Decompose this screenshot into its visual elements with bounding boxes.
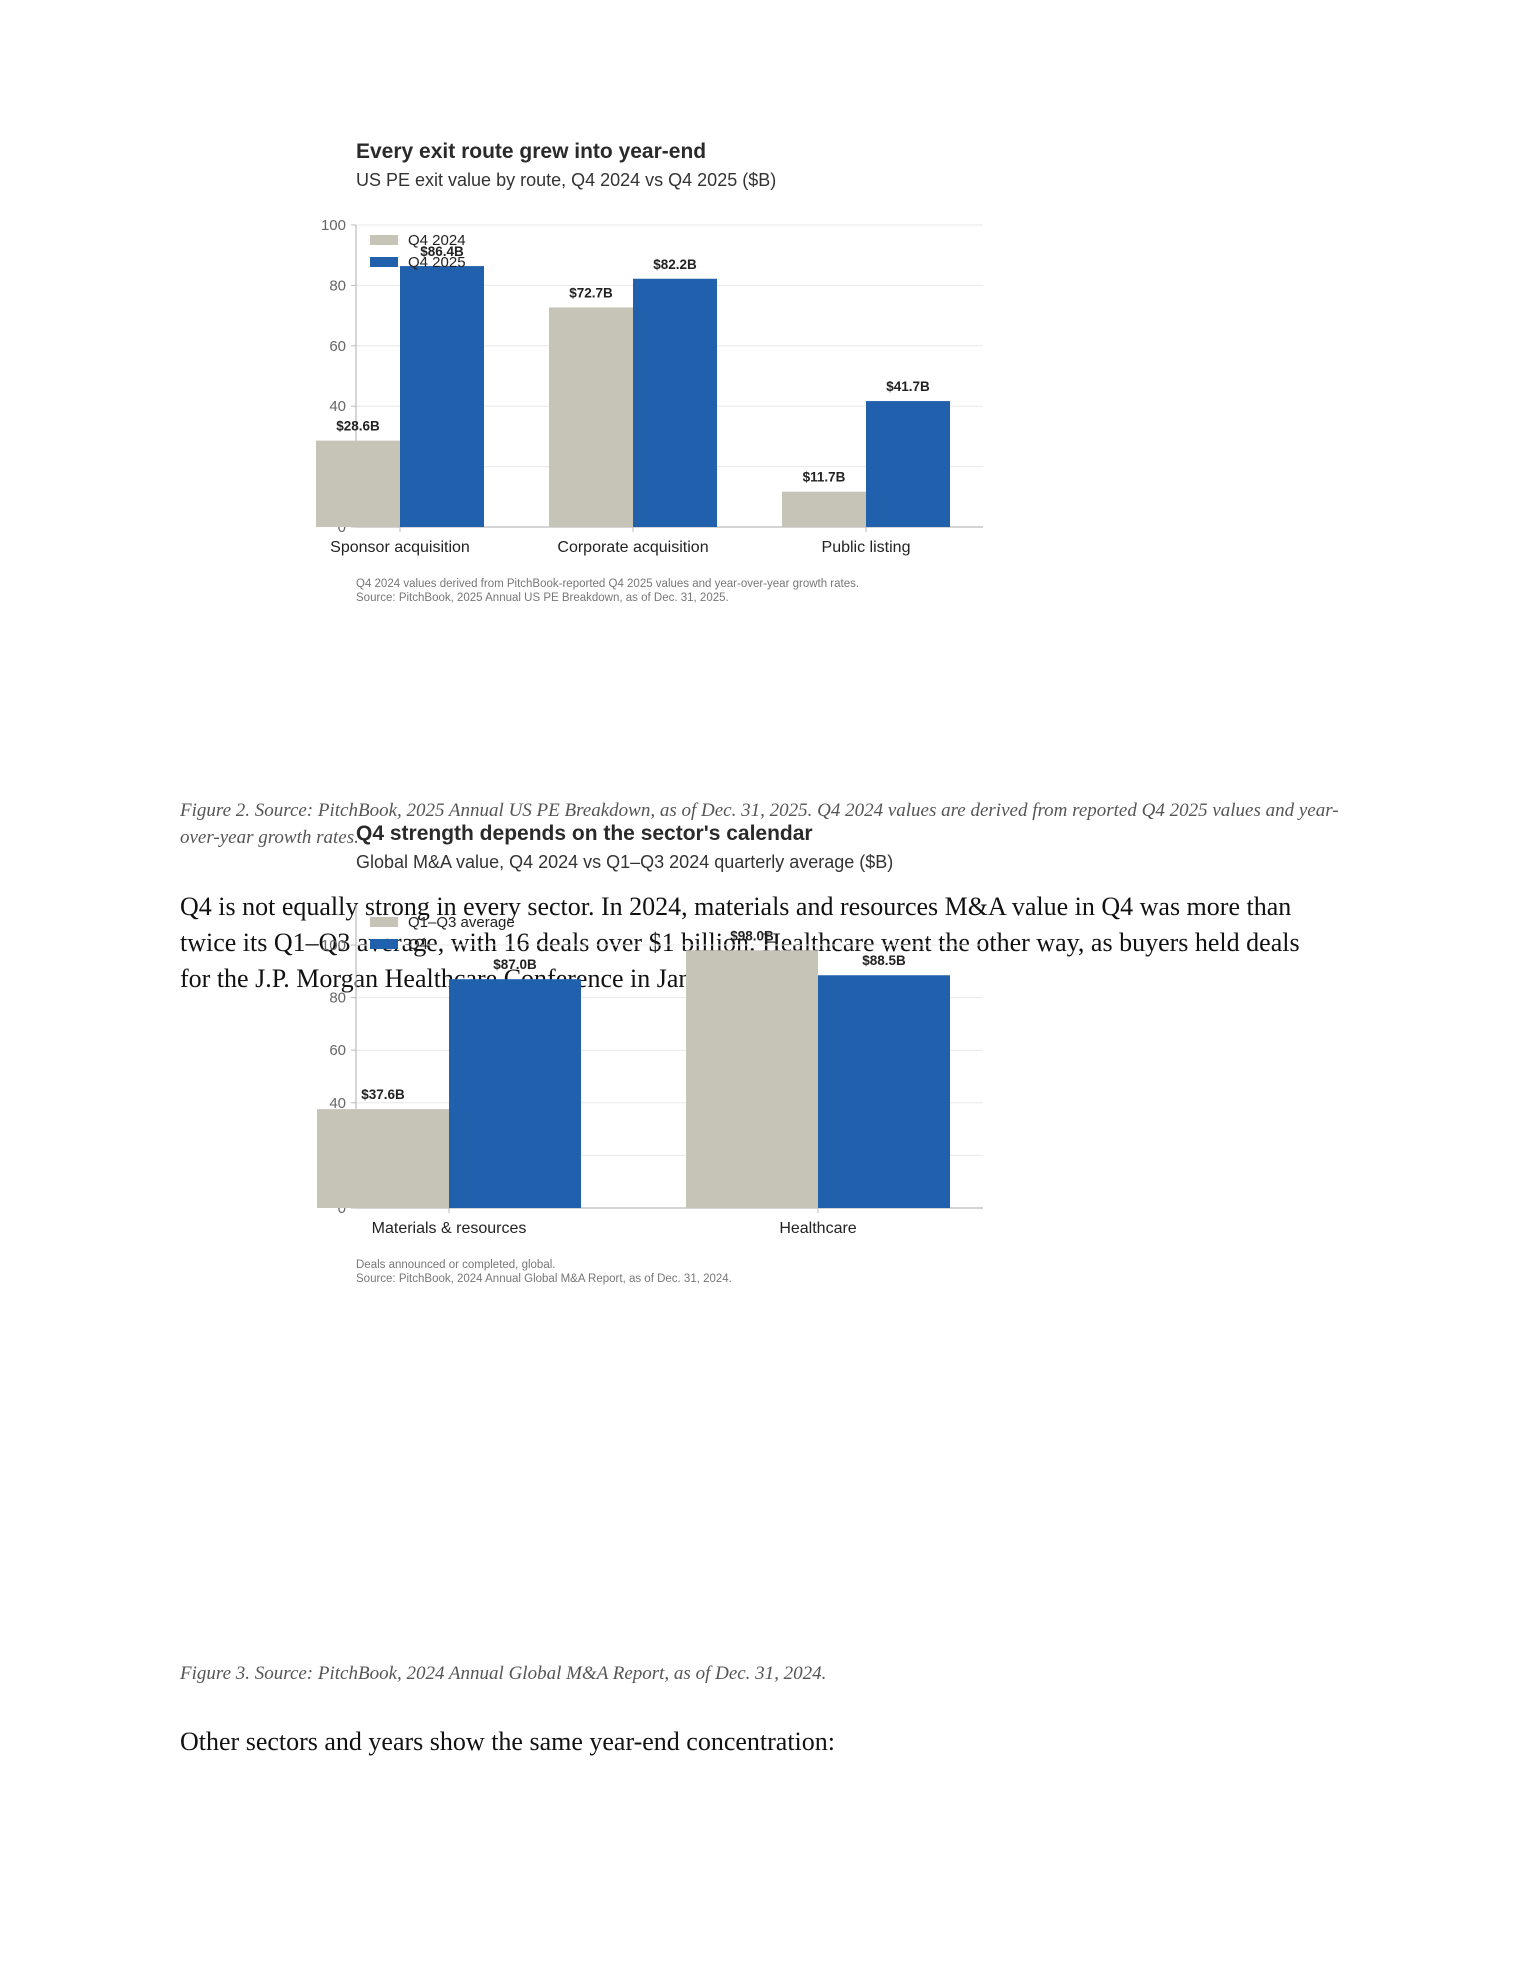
figure-caption: Figure 2. Source: PitchBook, 2025 Annual… — [180, 800, 1339, 848]
x-tick-label: Public listing — [822, 539, 911, 556]
bar-series-b — [818, 975, 950, 1208]
legend-swatch — [370, 917, 398, 927]
y-tick-label: 80 — [329, 990, 346, 1007]
data-label: $87.0B — [493, 957, 537, 972]
chart-title: Every exit route grew into year-end — [356, 140, 707, 163]
y-tick-label: 80 — [329, 277, 346, 294]
figure-caption: Figure 3. Source: PitchBook, 2024 Annual… — [180, 1663, 827, 1684]
chart-source-line: Source: PitchBook, 2024 Annual Global M&… — [356, 1273, 732, 1285]
bar-series-b — [449, 979, 581, 1208]
data-label: $88.5B — [862, 953, 906, 968]
chart-title: Q4 strength depends on the sector's cale… — [356, 822, 813, 845]
legend-swatch — [370, 235, 398, 245]
y-tick-label: 60 — [329, 1042, 346, 1059]
x-tick-label: Sponsor acquisition — [330, 539, 470, 556]
x-tick-label: Materials & resources — [372, 1220, 527, 1237]
chart-note-line: Deals announced or completed, global. — [356, 1259, 556, 1271]
legend-swatch — [370, 257, 398, 267]
data-label: $98.0B — [730, 928, 774, 943]
legend-label: Q4 — [408, 936, 428, 953]
data-label: $11.7B — [803, 470, 846, 485]
bar-series-b — [866, 401, 950, 527]
legend-label: Q1–Q3 average — [408, 914, 515, 931]
data-label: $86.4B — [420, 244, 464, 259]
x-tick-label: Corporate acquisition — [557, 539, 708, 556]
data-label: $72.7B — [569, 285, 613, 300]
chart-note: Deals announced or completed, global. So… — [356, 1258, 732, 1286]
bar-series-a — [782, 491, 866, 527]
chart-source-line: Source: PitchBook, 2025 Annual US PE Bre… — [356, 592, 729, 604]
bar-series-a — [686, 950, 818, 1208]
data-label: $37.6B — [361, 1087, 405, 1102]
y-tick-label: 60 — [329, 338, 346, 355]
figure-sector-calendar: 020406080100Deal value ($B)Materials & r… — [270, 822, 1270, 1302]
body-paragraph: Other sectors and years show the same ye… — [180, 1727, 836, 1756]
bar-series-b — [400, 266, 484, 527]
chart-note-line: Q4 2024 values derived from PitchBook-re… — [356, 578, 860, 590]
data-label: $28.6B — [336, 419, 380, 434]
chart-exit-routes: 020406080100Exit value ($B)Sponsor acqui… — [316, 217, 983, 556]
y-tick-label: 100 — [321, 937, 346, 954]
figure-exit-routes: 020406080100Exit value ($B)Sponsor acqui… — [270, 140, 1270, 620]
bar-series-a — [317, 1109, 449, 1208]
legend-swatch — [370, 939, 398, 949]
bar-series-b — [633, 278, 717, 527]
chart-subtitle: US PE exit value by route, Q4 2024 vs Q4… — [356, 170, 777, 190]
chart-note: Q4 2024 values derived from PitchBook-re… — [356, 577, 859, 605]
y-tick-label: 0 — [338, 1200, 346, 1217]
bar-series-a — [549, 307, 633, 527]
y-tick-label: 0 — [338, 519, 346, 536]
y-tick-label: 40 — [329, 1095, 346, 1112]
data-label: $82.2B — [653, 257, 697, 272]
body-paragraph: Q4 is not equally strong in every sector… — [180, 892, 1300, 993]
legend-label: Q4 2024 — [408, 232, 466, 249]
bar-series-a — [316, 440, 400, 527]
legend-label: Q4 2025 — [408, 254, 466, 271]
chart-subtitle: Global M&A value, Q4 2024 vs Q1–Q3 2024 … — [356, 852, 894, 872]
y-tick-label: 40 — [329, 398, 346, 415]
chart-sector-calendar: 020406080100Deal value ($B)Materials & r… — [317, 905, 983, 1237]
x-tick-label: Healthcare — [779, 1220, 856, 1237]
data-label: $41.7B — [886, 379, 930, 394]
y-tick-label: 100 — [321, 217, 346, 234]
